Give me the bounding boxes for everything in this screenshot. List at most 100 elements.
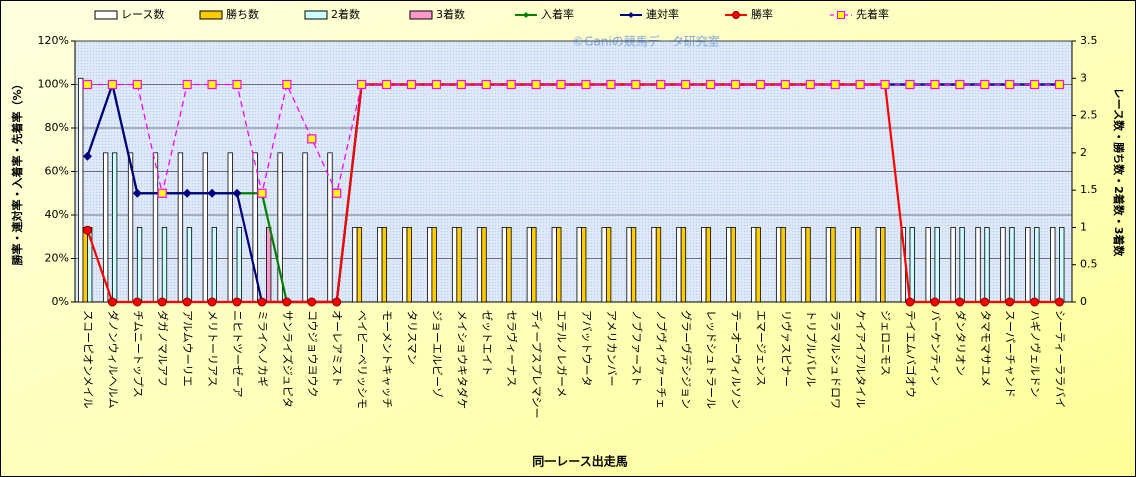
x-tick-label: テーオーウィルソン bbox=[730, 310, 743, 409]
bar bbox=[755, 227, 761, 303]
line-marker bbox=[805, 79, 815, 90]
legend-label: 3着数 bbox=[436, 7, 465, 21]
x-tick-label: テイエムバゴオウ bbox=[904, 310, 918, 398]
bar bbox=[136, 227, 143, 303]
bar bbox=[581, 227, 587, 303]
line-marker bbox=[232, 79, 242, 90]
line-marker bbox=[282, 297, 292, 307]
bar bbox=[236, 227, 242, 303]
x-tick-label: グラーヴデシジョン bbox=[680, 310, 694, 409]
line-marker bbox=[1055, 297, 1065, 307]
line-series bbox=[87, 82, 1060, 196]
y-axis-title: 勝率・連対率・入着率・先着率（%） bbox=[10, 78, 24, 265]
x-tick-label: メリトーリアス bbox=[206, 310, 219, 387]
line-marker bbox=[755, 79, 766, 90]
bar bbox=[800, 227, 807, 303]
line-marker bbox=[182, 79, 192, 90]
bar bbox=[481, 227, 487, 303]
bar bbox=[78, 77, 84, 303]
bar bbox=[381, 227, 387, 303]
legend-label: 連対率 bbox=[646, 7, 679, 21]
line-marker bbox=[905, 79, 915, 90]
bar bbox=[266, 227, 272, 303]
x-tick-label: ダガノマルアフ bbox=[156, 310, 170, 387]
y-tick-label: 0% bbox=[52, 295, 69, 308]
legend-marker bbox=[523, 12, 529, 18]
y2-tick-label: 0 bbox=[1080, 295, 1087, 308]
line-marker bbox=[705, 79, 716, 90]
x-tick-label: ノブファースト bbox=[630, 310, 644, 386]
x-tick-label: ハギノヴェルドン bbox=[1029, 310, 1043, 398]
line-marker bbox=[930, 297, 940, 307]
x-tick-label: エテルノレガーメ bbox=[555, 310, 568, 398]
bar bbox=[526, 227, 533, 303]
line-marker bbox=[107, 297, 117, 307]
legend-label: 勝率 bbox=[751, 7, 773, 21]
legend-label: 入着率 bbox=[541, 7, 574, 21]
y2-tick-label: 1 bbox=[1080, 220, 1087, 233]
line-marker bbox=[207, 79, 217, 90]
x-tick-label: バーケンティン bbox=[929, 310, 942, 386]
bar bbox=[1025, 227, 1031, 303]
line-marker bbox=[82, 151, 92, 161]
legend-label: 勝ち数 bbox=[226, 7, 259, 21]
y2-tick-label: 3 bbox=[1080, 71, 1087, 84]
line-marker bbox=[232, 297, 242, 307]
legend-label: レース数 bbox=[121, 8, 164, 21]
y2-tick-label: 1.5 bbox=[1080, 183, 1098, 196]
legend-marker bbox=[628, 12, 634, 18]
bar bbox=[161, 227, 168, 303]
x-tick-label: トリプルバレル bbox=[804, 310, 817, 387]
legend-swatch bbox=[409, 10, 433, 20]
line-marker bbox=[332, 297, 342, 307]
bar bbox=[680, 227, 687, 303]
bar bbox=[82, 227, 88, 303]
bar bbox=[775, 227, 782, 303]
line-marker bbox=[132, 297, 142, 307]
bar bbox=[909, 227, 915, 303]
legend-marker bbox=[837, 11, 845, 19]
bar bbox=[601, 227, 607, 303]
line-marker bbox=[182, 297, 192, 307]
x-axis-title: 同一レース出走馬 bbox=[532, 454, 627, 469]
bar bbox=[925, 227, 931, 303]
bar bbox=[751, 227, 757, 303]
x-tick-label: ダノンウィルヘルム bbox=[106, 310, 120, 408]
bar bbox=[576, 227, 582, 303]
bar bbox=[975, 227, 981, 303]
bar bbox=[506, 227, 512, 303]
bar bbox=[402, 227, 408, 303]
legend-swatch bbox=[94, 10, 118, 20]
line-marker bbox=[1054, 79, 1065, 90]
bar bbox=[111, 152, 118, 303]
bar bbox=[352, 227, 358, 303]
bar bbox=[950, 227, 956, 303]
x-tick-label: ノブヴィヴァーチェ bbox=[655, 310, 669, 409]
line-marker bbox=[157, 297, 167, 307]
bar bbox=[805, 227, 811, 303]
bar bbox=[780, 227, 786, 303]
x-tick-label: タマモマサユメ bbox=[979, 310, 992, 387]
x-tick-label: エマージェンス bbox=[754, 310, 767, 387]
x-tick-label: セラヴィーナス bbox=[505, 310, 519, 387]
x-tick-label: ベイビーベリッシモ bbox=[356, 310, 369, 409]
bar bbox=[984, 227, 990, 303]
bar bbox=[830, 227, 836, 303]
bar bbox=[959, 227, 965, 303]
x-tick-label: チムニートップス bbox=[131, 310, 144, 398]
bar bbox=[701, 227, 707, 303]
legend-label: 先着率 bbox=[856, 7, 889, 21]
legend-swatch bbox=[304, 10, 328, 20]
y-tick-label: 120% bbox=[38, 34, 69, 47]
line-marker bbox=[406, 79, 417, 90]
line-marker bbox=[82, 225, 92, 235]
bar bbox=[855, 227, 861, 303]
line-marker bbox=[157, 188, 167, 198]
bar bbox=[451, 227, 458, 303]
x-tick-label: シーティーララバイ bbox=[1054, 310, 1067, 408]
bar bbox=[531, 227, 537, 303]
bar bbox=[152, 152, 159, 303]
x-tick-label: タリスマン bbox=[405, 310, 418, 365]
bar bbox=[102, 152, 109, 303]
